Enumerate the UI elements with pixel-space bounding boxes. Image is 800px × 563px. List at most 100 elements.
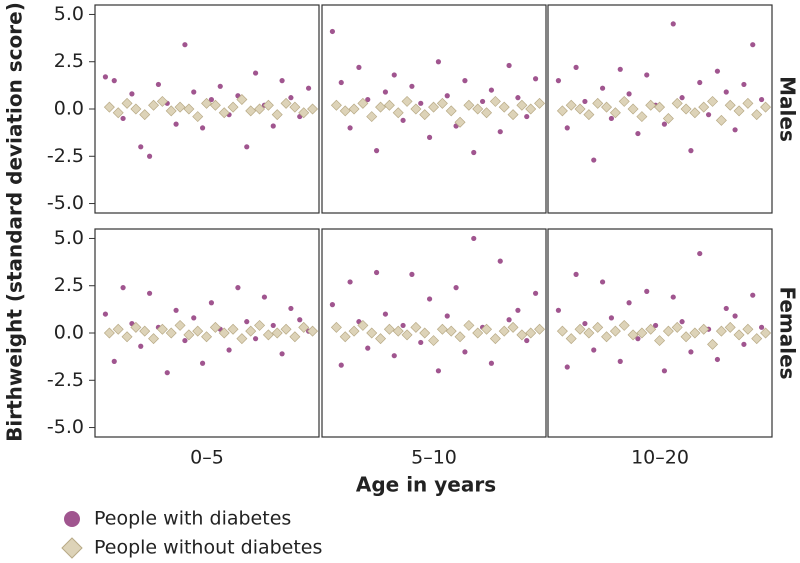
point [723, 305, 729, 312]
point [298, 107, 310, 119]
legend-marker [64, 511, 80, 527]
point [244, 319, 250, 325]
point [472, 327, 484, 339]
legend-marker [61, 537, 83, 559]
point [758, 96, 765, 103]
point [583, 327, 595, 339]
point [565, 333, 577, 345]
point [582, 98, 588, 105]
point [165, 327, 177, 339]
point [750, 292, 756, 298]
y-tick-label: 2.5 [54, 50, 84, 72]
point [201, 97, 213, 109]
point [688, 148, 694, 154]
point [365, 345, 371, 351]
point [426, 296, 433, 302]
point [111, 78, 117, 84]
point [636, 111, 648, 123]
point [191, 89, 197, 95]
point [617, 358, 623, 364]
point [155, 81, 162, 88]
point [298, 321, 310, 333]
point [707, 95, 719, 107]
point [591, 157, 597, 163]
row-label: Females [776, 286, 800, 379]
point [733, 329, 745, 341]
point [618, 319, 630, 331]
point [654, 335, 666, 347]
point [617, 66, 623, 72]
point [262, 329, 274, 341]
point [609, 325, 621, 337]
point [679, 95, 685, 101]
y-tick-label: 5.0 [54, 227, 84, 249]
point [236, 94, 248, 106]
point [428, 101, 440, 113]
point [489, 95, 501, 107]
point [471, 235, 477, 242]
point [750, 42, 756, 48]
point [146, 290, 153, 296]
point [599, 279, 606, 285]
point [670, 21, 676, 27]
point [444, 313, 450, 319]
point [698, 101, 710, 113]
point [689, 327, 701, 339]
point [103, 327, 115, 339]
point [435, 368, 442, 374]
point [201, 331, 213, 343]
point [507, 321, 519, 333]
point [488, 87, 495, 93]
y-axis-title: Birthweight (standard deviation score) [3, 2, 27, 442]
point [515, 95, 521, 101]
panel [94, 4, 320, 214]
y-tick-label: -5.0 [47, 192, 84, 214]
point [555, 307, 562, 313]
point [516, 329, 528, 341]
point [635, 336, 641, 342]
point [626, 91, 632, 97]
point [742, 97, 754, 109]
point [524, 113, 530, 120]
point [644, 288, 650, 294]
point [270, 123, 276, 129]
point [400, 117, 406, 123]
point [670, 294, 676, 300]
point [409, 83, 415, 89]
point [497, 129, 503, 135]
point [129, 91, 135, 97]
point [645, 323, 657, 335]
point [156, 95, 168, 107]
point [426, 134, 433, 140]
point [715, 325, 727, 337]
point [120, 285, 126, 291]
point [618, 95, 630, 107]
point [245, 105, 257, 117]
point [173, 307, 179, 313]
point [164, 370, 170, 376]
point [357, 319, 369, 331]
point [182, 42, 188, 48]
point [436, 97, 448, 109]
point [506, 62, 512, 69]
point [348, 325, 360, 337]
point [534, 323, 546, 335]
point [138, 144, 144, 150]
point [419, 109, 431, 121]
point [472, 103, 484, 115]
point [419, 327, 431, 339]
point [556, 325, 568, 337]
point [742, 323, 754, 335]
point [525, 103, 537, 115]
point [297, 317, 303, 323]
point [373, 148, 380, 154]
y-tick-label: 2.5 [54, 274, 84, 296]
legend-label: People without diabetes [94, 537, 322, 559]
point [199, 125, 206, 131]
point [565, 99, 577, 111]
point [279, 351, 285, 357]
point [139, 325, 151, 337]
point [680, 331, 692, 343]
x-axis-title: Age in years [356, 473, 496, 497]
point [112, 323, 124, 335]
